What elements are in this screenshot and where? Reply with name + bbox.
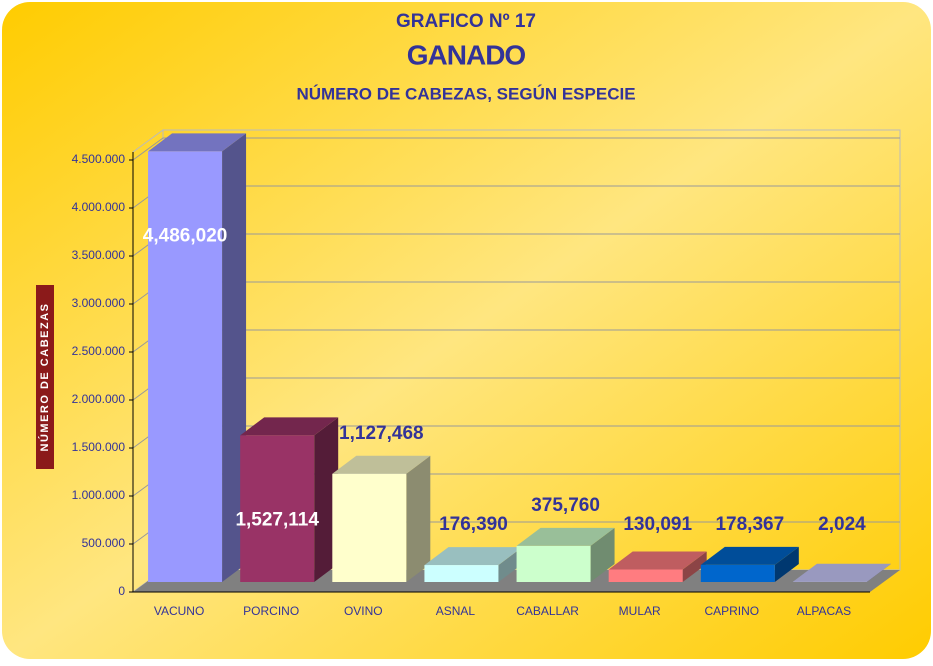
chart-subtitle: GANADO <box>407 39 526 70</box>
bar <box>424 565 498 582</box>
y-axis-label: NÚMERO DE CABEZAS <box>38 303 51 452</box>
x-tick-label: CAPRINO <box>704 604 759 618</box>
x-tick-label: OVINO <box>344 604 383 618</box>
y-tick-label: 2.000.000 <box>72 392 126 406</box>
chart-caption: NÚMERO DE CABEZAS, SEGÚN ESPECIE <box>296 84 635 103</box>
value-label: 4,486,020 <box>143 225 228 246</box>
chart-title: GRAFICO Nº 17 <box>396 11 536 32</box>
x-tick-label: VACUNO <box>154 604 204 618</box>
value-label: 375,760 <box>531 495 600 516</box>
y-tick-label: 1.000.000 <box>72 488 126 502</box>
bar <box>609 570 683 582</box>
y-tick-label: 0 <box>118 584 125 598</box>
y-tick-label: 4.000.000 <box>72 200 126 214</box>
x-tick-label: ALPACAS <box>797 604 851 618</box>
value-label: 1,127,468 <box>339 423 424 444</box>
x-tick-label: PORCINO <box>243 604 299 618</box>
y-tick-label: 2.500.000 <box>72 344 126 358</box>
bar <box>148 151 222 582</box>
y-tick-label: 3.500.000 <box>72 248 126 262</box>
bar-side <box>406 456 430 582</box>
value-label: 176,390 <box>439 514 508 535</box>
x-tick-label: ASNAL <box>436 604 476 618</box>
bar <box>332 474 406 582</box>
y-tick-label: 3.000.000 <box>72 296 126 310</box>
x-tick-label: MULAR <box>619 604 661 618</box>
x-tick-label: CABALLAR <box>516 604 579 618</box>
value-label: 178,367 <box>715 514 784 535</box>
value-label: 2,024 <box>818 514 866 535</box>
y-tick-label: 1.500.000 <box>72 440 126 454</box>
y-tick-label: 500.000 <box>82 536 126 550</box>
value-label: 1,527,114 <box>235 509 319 530</box>
bar <box>517 546 591 582</box>
y-tick-label: 4.500.000 <box>72 152 126 166</box>
value-label: 130,091 <box>623 514 692 535</box>
bar <box>701 565 775 582</box>
